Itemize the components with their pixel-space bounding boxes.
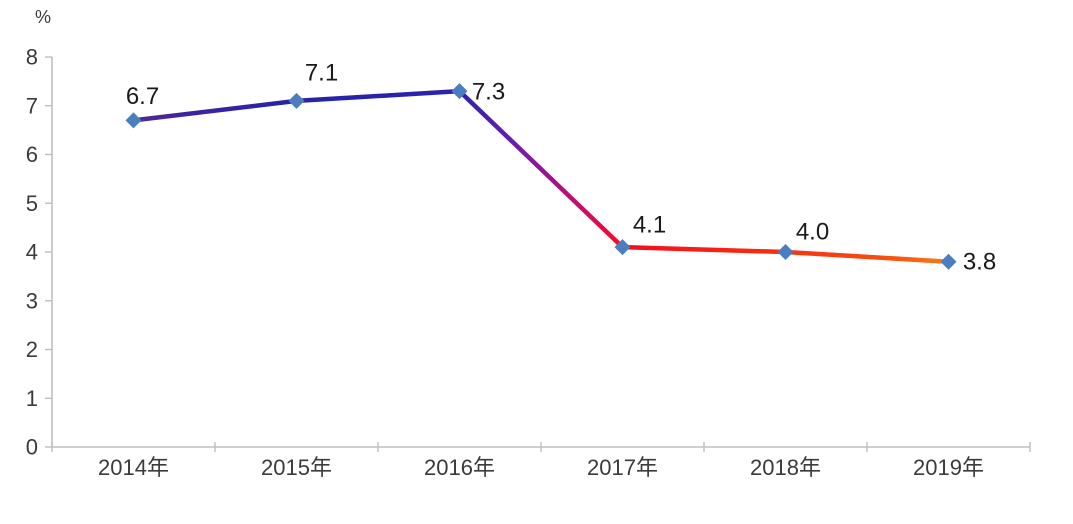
data-point-marker [125,112,142,129]
data-point-marker [614,239,631,256]
y-axis-unit-label: % [35,7,51,27]
data-label: 7.1 [305,59,338,86]
y-tick-label: 5 [26,191,38,216]
data-label: 7.3 [472,79,505,106]
x-axis-ticks-group: 2014年 2015年 2016年 2017年 2018年 2019年 [51,442,1031,480]
data-point-marker [777,244,794,260]
data-label: 4.0 [796,219,829,246]
data-label: 3.8 [963,248,996,275]
series-group [131,88,951,264]
y-tick-label: 4 [26,240,38,265]
y-tick-label: 7 [26,93,38,118]
markers-group [125,83,957,270]
series-line [131,88,951,264]
data-labels-group: 6.7 7.1 7.3 4.1 4.0 3.8 [126,59,996,275]
y-tick-label: 1 [26,386,38,411]
y-tick-label: 0 [26,435,38,460]
axes-group [51,57,1030,448]
x-axis-label: 2014年 [98,455,169,480]
x-axis-label: 2018年 [750,455,821,480]
y-tick-label: 3 [26,288,38,313]
data-point-marker [451,83,468,100]
x-axis-label: 2019年 [913,455,984,480]
y-axis-ticks-group: 0 1 2 3 4 5 6 7 8 [26,45,52,460]
y-tick-label: 6 [26,142,38,167]
y-tick-label: 8 [26,45,38,70]
y-tick-label: 2 [26,337,38,362]
data-point-marker [288,92,305,109]
x-axis-label: 2015年 [261,455,332,480]
data-point-marker [940,253,957,270]
x-axis-label: 2017年 [587,455,658,480]
data-label: 4.1 [633,212,666,239]
data-label: 6.7 [126,83,159,110]
x-axis-label: 2016年 [424,455,495,480]
